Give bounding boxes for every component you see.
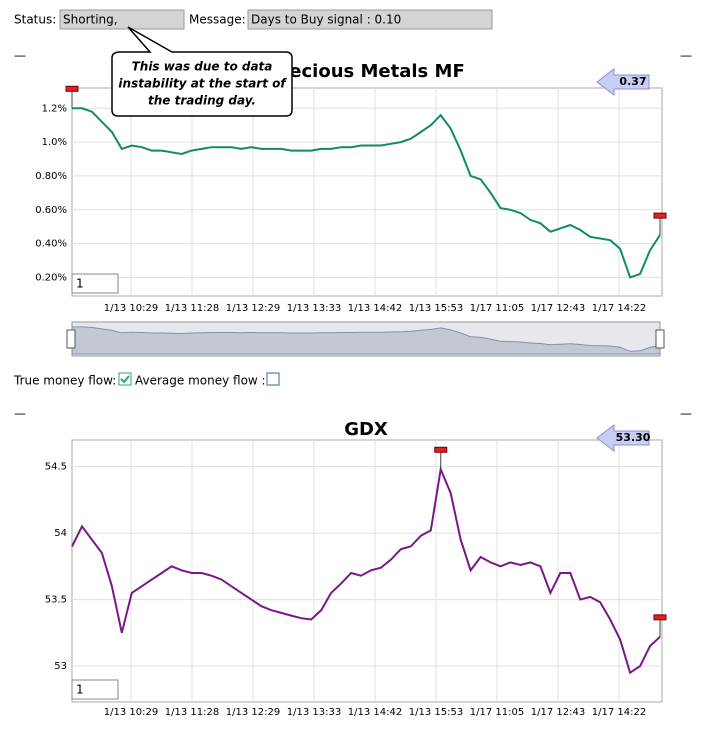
x-tick-label: 1/13 12:29: [226, 303, 280, 314]
x-tick-label: 1/13 10:29: [104, 303, 158, 314]
message-value: Days to Buy signal : 0.10: [251, 13, 401, 27]
x-tick-label: 1/13 13:33: [287, 707, 341, 718]
x-tick-label: 1/13 12:29: [226, 707, 280, 718]
callout-line: instability at the start of: [118, 77, 287, 91]
y-tick-label: 0.80%: [35, 171, 67, 182]
dash: —: [14, 407, 26, 421]
callout-line: This was due to data: [132, 60, 273, 74]
y-tick-label: 0.60%: [35, 205, 67, 216]
callout-bubble: [111, 26, 293, 117]
plot-area: [71, 87, 663, 297]
status-label: Status:: [14, 13, 56, 27]
y-tick-label: 1.0%: [42, 137, 67, 148]
x-tick-label: 1/17 14:22: [592, 707, 646, 718]
y-tick-label: 0.20%: [35, 272, 67, 283]
chart-precious-metals: 1/13 10:29 1/13 11:28 1/13 12:29 1/13 13:33…: [35, 61, 667, 314]
average-flow-checkbox[interactable]: [266, 372, 280, 386]
series-line: [71, 465, 661, 675]
navigator-handle-right[interactable]: [655, 329, 665, 349]
zoom-input-text: 1: [76, 683, 84, 697]
message-label: Message:: [189, 13, 246, 27]
x-tick-label: 1/17 11:05: [470, 707, 524, 718]
y-tick-label: 1.2%: [42, 103, 67, 114]
x-tick-label: 1/17 12:43: [531, 303, 585, 314]
navigator-line: [71, 326, 661, 355]
x-tick-label: 1/13 11:28: [165, 303, 219, 314]
navigator-area: [71, 326, 661, 355]
chart-title: Precious Metals MF: [267, 61, 465, 82]
callout: This was due to data instability at the …: [111, 26, 293, 117]
checkmark: [120, 375, 130, 384]
true-flow-label: True money flow:: [13, 374, 116, 388]
value-tag-text: 0.37: [619, 75, 646, 88]
navigator-handle-left[interactable]: [66, 329, 76, 349]
message-field: [247, 9, 493, 30]
x-tick-label: 1/13 14:42: [348, 707, 402, 718]
zoom-input[interactable]: [71, 679, 119, 700]
zoom-input-text: 1: [76, 277, 84, 291]
zoom-input[interactable]: [71, 273, 119, 294]
y-tick-label: 54.5: [45, 462, 67, 473]
chart-gdx: 1/13 10:29 1/13 11:28 1/13 12:29 1/13 13:33…: [45, 419, 667, 718]
y-tick-label: 53: [54, 661, 67, 672]
status-field: [59, 9, 185, 30]
value-tag: [596, 423, 650, 453]
x-tick-label: 1/13 13:33: [287, 303, 341, 314]
value-tag-text: 53.30: [616, 431, 651, 444]
callout-line: the trading day.: [148, 94, 256, 108]
x-tick-label: 1/13 14:42: [348, 303, 402, 314]
x-tick-label: 1/13 10:29: [104, 707, 158, 718]
dash: —: [14, 49, 26, 63]
true-flow-checkbox[interactable]: [118, 372, 132, 386]
flag: [653, 614, 667, 621]
x-tick-label: 1/17 11:05: [470, 303, 524, 314]
chart-title: GDX: [344, 419, 388, 440]
x-tick-label: 1/13 15:53: [409, 707, 463, 718]
y-tick-label: 0.40%: [35, 239, 67, 250]
x-tick-label: 1/17 12:43: [531, 707, 585, 718]
flag: [653, 212, 667, 219]
series-line: [72, 107, 661, 279]
dash: —: [680, 49, 692, 63]
dash: —: [680, 407, 692, 421]
y-tick-label: 54: [54, 528, 67, 539]
x-tick-label: 1/17 14:22: [592, 303, 646, 314]
status-value: Shorting,: [63, 13, 118, 27]
x-tick-label: 1/13 11:28: [165, 707, 219, 718]
flag: [65, 85, 79, 92]
average-flow-label: Average money flow :: [135, 374, 266, 388]
y-tick-label: 53.5: [45, 595, 67, 606]
plot-area: [71, 439, 663, 703]
value-tag: [596, 67, 650, 97]
flag: [434, 446, 448, 453]
x-tick-label: 1/13 15:53: [409, 303, 463, 314]
